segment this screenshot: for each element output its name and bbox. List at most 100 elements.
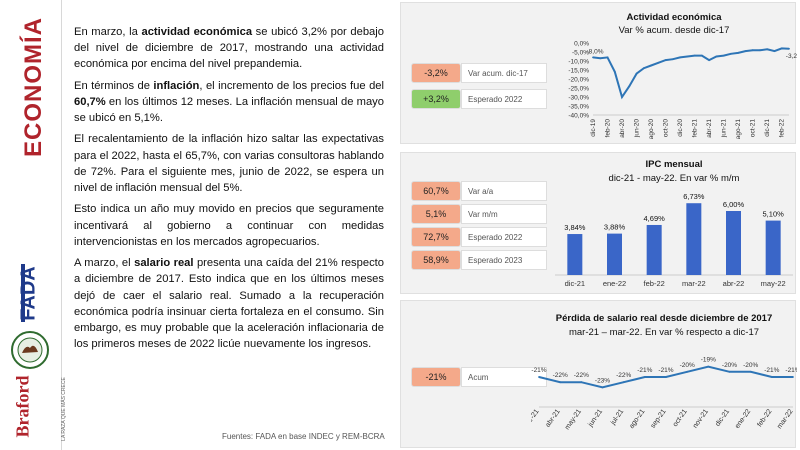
y-tick-label: -15,0% [568, 68, 589, 75]
data-label: -22% [574, 372, 589, 379]
pill-label: Esperado 2022 [461, 89, 547, 109]
bar [607, 233, 622, 275]
x-tick-label: feb-21 [692, 119, 699, 138]
paragraph-expectations: El recalentamiento de la inflación hizo … [74, 133, 384, 195]
data-label: -22% [553, 372, 568, 379]
paragraph-activity: En marzo, la actividad económica se ubic… [74, 24, 384, 73]
x-tick-label: feb-22 [644, 279, 665, 288]
text-run: , el incremento de los precios fue del [199, 79, 384, 92]
chart-subtitle: Var % acum. desde dic-17 [618, 25, 730, 36]
data-label: -21% [531, 367, 546, 374]
x-tick-label: ene-22 [603, 279, 626, 288]
panel-activity: -3,2% Var acum. dic-17 +3,2% Esperado 20… [400, 2, 797, 144]
data-point [744, 50, 747, 52]
bar [686, 203, 702, 275]
panel-salary: -21% Acum Pérdida de salario real desde … [400, 300, 797, 448]
data-label: -20% [743, 362, 758, 369]
x-tick-label: jun-21 [721, 119, 728, 138]
text-run: presenta una caída del 21% respecto a di… [74, 257, 384, 351]
text-run: se ubicó 3,2% por debajo del nivel de di… [74, 26, 384, 71]
x-tick-label: feb-22 [779, 119, 786, 138]
seal-logo [10, 330, 50, 370]
x-tick-label: jun-21 [587, 408, 605, 429]
section-title: ECONOMÍA [14, 12, 54, 162]
data-point [559, 381, 562, 384]
x-tick-label: oct-21 [672, 408, 689, 428]
y-tick-label: -5,0% [572, 50, 589, 57]
pill-value: +3,2% [411, 89, 461, 109]
y-tick-label: -35,0% [568, 104, 589, 111]
data-label: -21% [637, 367, 652, 374]
pill-label: Var a/a [461, 181, 547, 201]
pill-value: 72,7% [411, 227, 461, 247]
pill-value: 5,1% [411, 204, 461, 224]
data-point [657, 61, 660, 64]
panel-ipc: 60,7% Var a/a 5,1% Var m/m 72,7% Esperad… [400, 152, 796, 294]
chart-title: Pérdida de salario real desde diciembre … [555, 313, 773, 324]
paragraph-outlook: Esto indica un año muy movido en precios… [74, 203, 384, 248]
section-title-text: ECONOMÍA [20, 17, 47, 157]
data-point [722, 54, 725, 57]
y-tick-label: -30,0% [568, 95, 589, 102]
pill-label: Acum [461, 367, 547, 387]
text-run: En marzo, la [74, 26, 142, 38]
pill-label: Esperado 2022 [461, 227, 547, 247]
text-bold: inflación [153, 79, 200, 92]
x-tick-label: ene-22 [734, 408, 752, 430]
data-point [700, 54, 703, 57]
x-tick-label: dic-21 [565, 279, 585, 288]
chart-title: Actividad económica [626, 12, 722, 23]
pill-label: Var m/m [461, 204, 547, 224]
data-point [642, 67, 645, 70]
chart-salary: -21% mar-21 -22% abr-21 -22% may-21 -23% jun-21… [531, 357, 797, 432]
data-point [671, 58, 674, 61]
braford-logo-text: Braford [12, 375, 33, 438]
x-tick-label: may-22 [761, 279, 786, 288]
data-point [759, 49, 761, 52]
data-label: -23% [595, 377, 610, 384]
data-point [766, 48, 769, 51]
bar [567, 234, 583, 275]
bar-value-label: 3,84% [564, 223, 586, 232]
data-point [643, 376, 646, 378]
x-tick-label: oct-20 [663, 119, 670, 137]
pill-value: -21% [411, 367, 461, 387]
data-point [792, 376, 794, 378]
data-point [601, 386, 604, 389]
data-point [751, 49, 754, 52]
text-bold: 60,7% [74, 95, 106, 108]
bar-value-label: 3,88% [604, 223, 626, 232]
x-tick-label: mar-22 [682, 279, 706, 288]
fada-logo-text: FADA [17, 266, 40, 321]
bar-value-label: 6,00% [723, 200, 745, 209]
x-tick-label: dic-21 [764, 119, 771, 137]
data-point [679, 56, 682, 59]
series-line [592, 47, 790, 100]
bar [646, 224, 662, 275]
data-point [538, 376, 540, 378]
chart-subtitle: mar-21 – mar-22. En var % respecto a dic… [568, 327, 760, 338]
x-tick-label: oct-21 [750, 119, 757, 137]
x-tick-label: ago-21 [628, 408, 646, 430]
x-tick-label: dic-21 [714, 408, 731, 428]
data-point [715, 55, 718, 58]
chart-title: IPC mensual [645, 159, 703, 170]
x-tick-label: feb-20 [605, 119, 612, 138]
data-point [592, 56, 594, 59]
pill-value: 58,9% [411, 250, 461, 270]
paragraph-inflation: En términos de inflación, el incremento … [74, 78, 384, 127]
x-tick-label: may-21 [564, 408, 583, 431]
x-tick-label: mar-22 [776, 408, 795, 430]
brand-strip: ECONOMÍA FADA Braford LA RAZA QUE MÁS CR… [0, 0, 67, 450]
x-tick-label: nov-21 [692, 408, 710, 430]
data-point [622, 381, 625, 384]
bar [765, 220, 781, 275]
x-tick-label: feb-22 [756, 408, 773, 428]
data-point [788, 47, 790, 50]
y-tick-label: -40,0% [568, 113, 589, 120]
data-point [749, 370, 752, 373]
data-point [621, 96, 623, 98]
braford-logo: Braford LA RAZA QUE MÁS CRECE [12, 372, 67, 444]
data-point [780, 47, 783, 50]
x-tick-label: dic-19 [590, 119, 597, 137]
